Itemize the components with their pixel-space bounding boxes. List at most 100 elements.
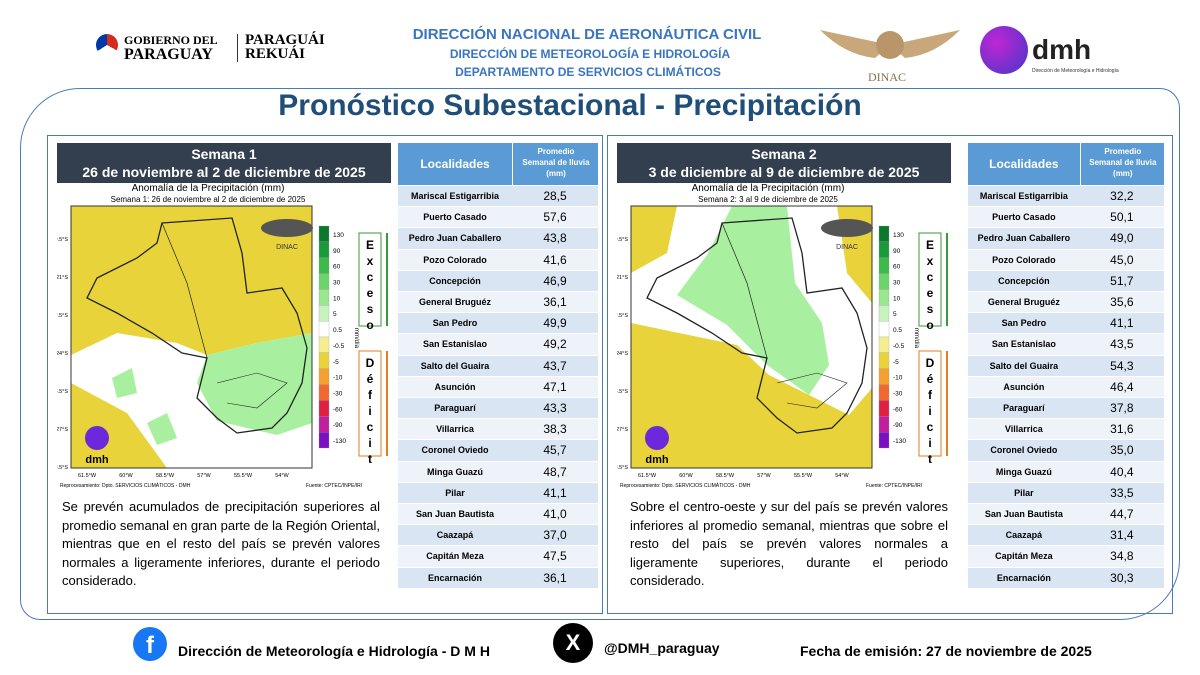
map-title: Anomalía de la Precipitación (mm)	[691, 183, 845, 194]
table-cell: General Bruguéz	[418, 297, 492, 307]
table-cell: 32,2	[1110, 189, 1134, 203]
lat-label: 24°S	[57, 351, 68, 357]
week-dates: 26 de noviembre al 2 de diciembre de 202…	[82, 164, 366, 180]
scale-swatch	[318, 273, 330, 290]
table-cell: 47,1	[543, 379, 567, 394]
table-row	[398, 313, 598, 334]
scale-swatch	[318, 416, 330, 433]
table-cell: Salto del Guaira	[420, 360, 490, 371]
dinac-text: DINAC	[868, 70, 906, 84]
table-row	[398, 398, 598, 419]
description: Sobre el centro-oeste y sur del país se …	[630, 499, 948, 588]
scale-tick: 30	[333, 280, 341, 287]
table-cell: General Bruguéz	[987, 297, 1060, 307]
table-cell: 45,7	[543, 443, 567, 458]
map-dmh-mark	[85, 426, 109, 450]
dmh-text: dmh	[1032, 34, 1092, 65]
scale-tick: -130	[333, 438, 346, 445]
lat-label: 19.5°S	[617, 237, 628, 243]
lat-label: 21°S	[617, 275, 628, 281]
table-cell: 43,5	[1110, 337, 1134, 352]
scale-tick: 0.5	[333, 327, 342, 334]
scale-swatch	[878, 305, 890, 322]
frame	[20, 88, 1180, 620]
lat-label: 25.5°S	[617, 389, 628, 395]
table-cell: Mariscal Estigarribia	[979, 191, 1068, 201]
lon-label: 55.5°W	[234, 473, 253, 479]
table-cell: 30,3	[1110, 570, 1134, 585]
table-row	[968, 398, 1164, 419]
table-row	[398, 525, 598, 546]
table-cell: 41,1	[1110, 316, 1134, 331]
table-cell: 46,4	[1110, 379, 1134, 394]
deficit-label: Déficit	[923, 356, 937, 468]
table-cell: 37,0	[543, 528, 567, 543]
table-row	[398, 504, 598, 525]
org-line: DIRECCIÓN NACIONAL DE AERONÁUTICA CIVIL	[412, 26, 762, 43]
table-header: Promedio Semanal de lluvia (mm)	[522, 147, 590, 178]
map-dmh: dmh	[645, 454, 669, 466]
table-row	[398, 376, 598, 397]
lat-label: 24°S	[617, 351, 628, 357]
table-cell: 36,1	[543, 295, 567, 309]
table-cell: Minga Guazú	[427, 466, 483, 477]
footer-text: Fecha de emisión: 27 de noviembre de 202…	[800, 643, 1092, 659]
title: Pronóstico Subestacional - Precipitación	[278, 89, 862, 122]
excess-box	[358, 232, 382, 327]
table-cell: Paraguarí	[434, 403, 476, 413]
anomaly-area	[71, 206, 312, 355]
scale-swatch	[318, 257, 330, 274]
gov-flag	[96, 34, 118, 56]
table-cell: 44,7	[1110, 507, 1134, 521]
anomaly-area	[197, 333, 312, 435]
scale-tick: -5	[893, 359, 899, 366]
footer-text: Dirección de Meteorología e Hidrología -…	[178, 643, 490, 659]
excess-box	[918, 232, 942, 327]
table-cell: Coronel Oviedo	[990, 445, 1058, 456]
gov-text: PARAGUAY	[124, 46, 213, 63]
scale-tick: 0.5	[893, 327, 902, 334]
credit: Fuente: CPTEC/INPE/IRI	[306, 483, 363, 489]
scale-tick: -30	[333, 391, 343, 398]
table-row	[398, 482, 598, 503]
map-subtitle: Semana 1: 26 de noviembre al 2 de diciem…	[110, 195, 306, 204]
table-cell: Asunción	[434, 381, 476, 392]
table-cell: 43,8	[543, 231, 567, 246]
table-row	[968, 525, 1164, 546]
scale-tick: 5	[333, 311, 337, 318]
anomaly-area	[112, 368, 137, 398]
scale-swatch	[878, 289, 890, 306]
footer-text: @DMH_paraguay	[604, 640, 720, 656]
scale-tick: -60	[893, 406, 903, 413]
scale-tick: 130	[333, 232, 344, 239]
panel: Semana 2 3 de diciembre al 9 de diciembre…	[607, 135, 1173, 614]
table-cell: Caazapá	[436, 530, 474, 541]
table-cell: Pozo Colorado	[423, 254, 487, 265]
table-row	[398, 186, 598, 207]
table-cell: 31,4	[1110, 528, 1134, 543]
table-header-cell	[1080, 143, 1164, 185]
lon-label: 60°W	[119, 473, 133, 479]
lat-label: 28.5°S	[617, 465, 628, 471]
table-cell: San Pedro	[432, 318, 478, 329]
table-cell: Villarrica	[436, 424, 474, 435]
week-title: Semana 1	[191, 146, 257, 162]
lat-label: 22.5°S	[617, 313, 628, 319]
dept-line	[216, 372, 288, 409]
lon-label: 57°W	[197, 473, 211, 479]
table-cell: 46,9	[543, 273, 567, 288]
table-row	[968, 567, 1164, 588]
country-outline	[86, 217, 308, 434]
dmh-logo	[980, 26, 1028, 74]
table-cell: 43,7	[543, 358, 567, 373]
lon-label: 58.5°W	[716, 473, 735, 479]
scale-swatch	[878, 225, 890, 243]
panel: Semana 1 26 de noviembre al 2 de diciembr…	[47, 135, 603, 614]
lon-label: 58.5°W	[156, 473, 175, 479]
map-dmh: dmh	[85, 454, 109, 466]
table-cell: Puerto Casado	[992, 212, 1056, 223]
scale-tick: -5	[333, 359, 339, 366]
table-cell: 45,0	[1110, 252, 1134, 267]
river	[721, 222, 768, 359]
table-header: Localidades	[420, 157, 490, 171]
